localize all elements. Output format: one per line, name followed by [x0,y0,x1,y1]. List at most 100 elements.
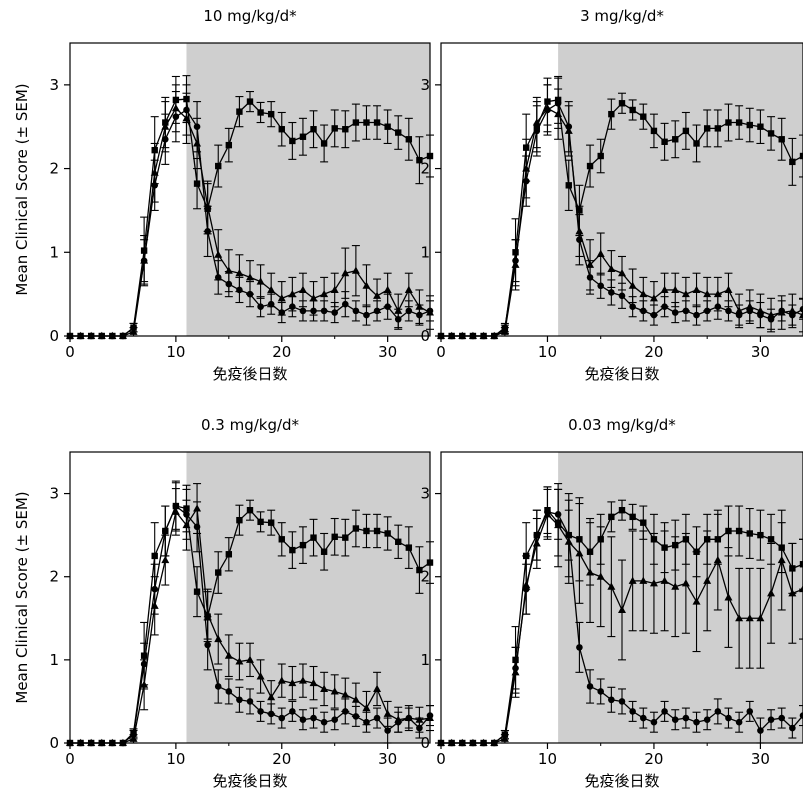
data-point-triangle [607,582,616,590]
data-point-triangle [586,568,595,576]
x-tick-label: 20 [272,343,291,361]
data-point-square [257,518,264,526]
data-point-square [703,125,711,132]
data-point-circle [363,718,370,726]
data-point-square [193,180,201,187]
y-tick-label: 1 [420,243,430,261]
data-point-square [246,98,254,105]
data-point-circle [735,718,743,726]
panel-title: 0.3 mg/kg/d* [201,416,300,434]
x-tick-label: 20 [272,750,291,768]
data-point-triangle [351,695,360,703]
data-point-triangle [628,576,637,584]
chart-panel-2: 0 10 20 30 0 1 2 3 3 mg/kg/d* 免疫後日数 [420,7,803,383]
data-point-circle [405,714,413,722]
chart-panel-4: 0 10 20 30 0 1 2 3 0.03 mg/kg/d* 免疫後日数 [420,416,803,790]
data-point-square [215,569,222,576]
data-point-circle [236,286,243,294]
plot-frame [440,451,803,744]
data-point-square [799,561,803,568]
data-point-circle [725,307,732,315]
y-tick-label: 0 [420,327,430,345]
data-point-triangle [288,289,297,298]
data-point-circle [161,527,169,535]
data-point-circle [714,708,722,715]
data-point-circle [331,309,339,316]
x-axis-label: 免疫後日数 [584,772,659,790]
data-point-square [672,136,679,143]
x-tick-label: 20 [644,343,663,361]
data-point-square [693,140,700,147]
data-point-circle [246,290,254,298]
data-point-triangle [235,269,244,277]
data-point-circle [130,731,137,738]
data-point-square [725,119,732,126]
data-point-circle [618,698,626,705]
data-point-square [735,527,743,535]
data-point-square [257,109,264,116]
data-point-square [363,119,370,126]
data-point-triangle [341,269,350,277]
data-point-triangle [777,555,786,564]
data-point-triangle [161,555,170,564]
data-point-triangle [341,690,350,698]
x-tick-label: 0 [436,750,446,768]
data-point-circle [299,716,307,724]
data-point-square [640,113,647,120]
data-point-square [640,519,647,526]
data-point-square [363,527,370,535]
data-point-circle [384,727,391,734]
data-point-circle [735,311,743,319]
data-point-circle [310,714,317,722]
data-point-triangle [692,285,701,293]
data-point-triangle [745,614,754,622]
data-point-square [767,130,775,137]
data-point-triangle [703,289,712,298]
panel-title: 0.03 mg/kg/d* [568,416,676,434]
data-point-circle [257,708,264,715]
data-point-triangle [235,657,244,665]
data-point-triangle [639,576,648,584]
x-tick-label: 10 [166,750,185,768]
x-tick-label: 0 [436,343,446,361]
data-point-square [278,126,285,133]
data-point-circle [565,531,573,539]
x-axis-label: 免疫後日数 [584,365,659,383]
data-point-circle [799,305,803,313]
data-point-circle [778,714,786,722]
data-point-square [395,538,402,545]
data-point-triangle [277,676,286,684]
data-point-triangle [309,294,318,302]
data-point-circle [151,585,159,593]
data-point-circle [671,716,679,724]
data-point-square [597,152,604,160]
data-point-square [586,162,594,170]
data-point-triangle [309,678,318,687]
data-point-square [320,140,328,147]
data-point-square [384,123,391,130]
data-point-square [384,530,391,537]
data-point-circle [246,698,254,705]
data-point-square [608,110,615,118]
data-point-triangle [362,703,371,712]
data-point-triangle [288,678,297,687]
series-circle [66,84,434,340]
data-point-triangle [628,281,637,289]
y-tick-label: 3 [420,76,430,94]
data-point-square [193,588,201,595]
data-point-circle [533,127,541,135]
data-point-circle [204,228,211,235]
data-point-circle [789,311,796,319]
series-circle [437,486,803,747]
data-point-circle [661,303,668,311]
data-point-triangle [330,285,339,293]
data-point-circle [172,113,180,120]
data-point-circle [767,315,775,323]
data-point-triangle [671,285,680,293]
data-point-square [267,519,275,526]
data-point-circle [214,683,222,690]
data-point-square [331,125,338,132]
data-point-triangle [224,651,233,659]
data-point-circle [799,712,803,719]
